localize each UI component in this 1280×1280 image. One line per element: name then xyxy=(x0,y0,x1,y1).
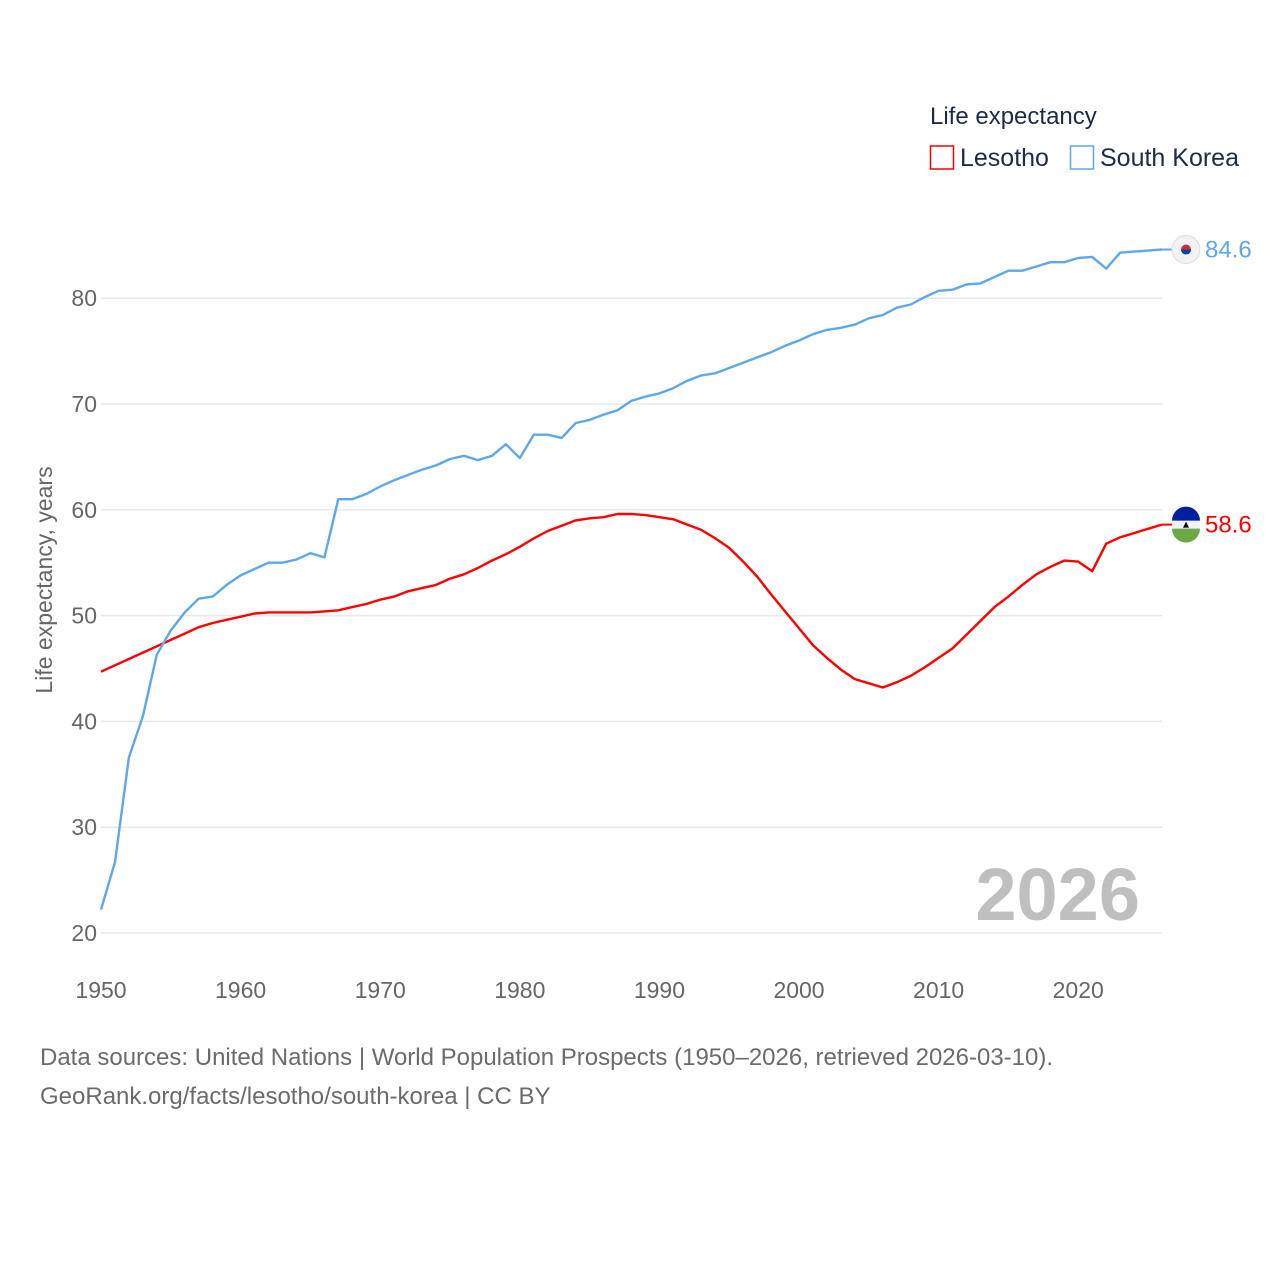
end-value-label: 84.6 xyxy=(1205,237,1252,264)
flag-green-band xyxy=(1172,528,1200,543)
legend-swatch-lesotho xyxy=(929,145,955,170)
y-tick-label: 80 xyxy=(71,285,97,311)
legend-label: Lesotho xyxy=(960,144,1049,172)
y-tick-label: 20 xyxy=(71,920,97,946)
legend-title: Life expectancy xyxy=(930,103,1097,130)
y-tick-label: 40 xyxy=(71,708,97,734)
x-tick-label: 1950 xyxy=(75,977,126,1003)
x-tick-label: 2020 xyxy=(1053,977,1104,1003)
legend-swatch-south-korea xyxy=(1069,145,1095,170)
x-tick-label: 1960 xyxy=(215,977,266,1003)
x-tick-label: 2010 xyxy=(913,977,964,1003)
data-source-note: Data sources: United Nations | World Pop… xyxy=(40,1044,1054,1071)
flag-blue-band xyxy=(1172,506,1200,521)
y-tick-label: 70 xyxy=(71,391,97,417)
y-axis-title: Life expectancy, years xyxy=(31,466,57,693)
y-tick-label: 30 xyxy=(71,814,97,840)
flag-mokorotlo xyxy=(1183,521,1189,528)
flag-taegeuk-blue xyxy=(1181,249,1191,255)
x-tick-label: 2000 xyxy=(773,977,824,1003)
y-tick-label: 50 xyxy=(71,603,97,629)
x-tick-label: 1990 xyxy=(634,977,685,1003)
legend-label: South Korea xyxy=(1100,144,1239,172)
y-tick-label: 60 xyxy=(71,497,97,523)
series-line-south-korea xyxy=(99,248,1163,911)
year-watermark: 2026 xyxy=(975,853,1140,936)
end-value-label: 58.6 xyxy=(1205,512,1252,539)
source-link[interactable]: GeoRank.org/facts/lesotho/south-korea | … xyxy=(40,1083,551,1110)
x-tick-label: 1970 xyxy=(355,977,406,1003)
series-line-lesotho xyxy=(100,512,1163,689)
x-tick-label: 1980 xyxy=(494,977,545,1003)
